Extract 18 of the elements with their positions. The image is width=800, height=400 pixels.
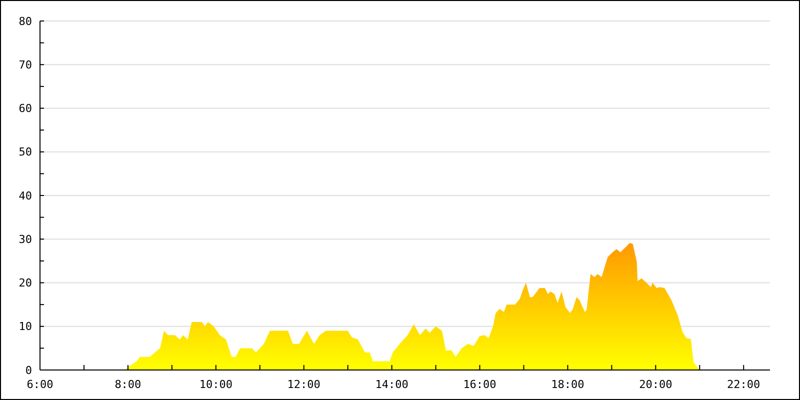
x-tick-label: 12:00 (287, 378, 320, 391)
x-tick-label: 22:00 (727, 378, 760, 391)
y-tick-label: 10 (18, 320, 32, 334)
y-tick-label: 60 (18, 102, 32, 116)
y-tick-label: 0 (25, 364, 32, 377)
y-tick-label: 30 (18, 232, 32, 246)
x-tick-label: 16:00 (463, 378, 496, 391)
x-tick-label: 10:00 (199, 378, 232, 391)
x-tick-label: 14:00 (375, 378, 408, 391)
x-tick-label: 20:00 (639, 378, 672, 391)
y-tick-label: 50 (18, 146, 32, 159)
x-tick-label: 18:00 (551, 378, 584, 391)
x-tick-label: 8:00 (114, 378, 142, 391)
x-tick-label: 6:00 (26, 378, 54, 391)
y-tick-label: 80 (18, 14, 32, 28)
y-tick-label: 40 (18, 189, 32, 202)
y-tick-label: 70 (18, 58, 32, 72)
y-tick-label: 20 (18, 276, 32, 290)
